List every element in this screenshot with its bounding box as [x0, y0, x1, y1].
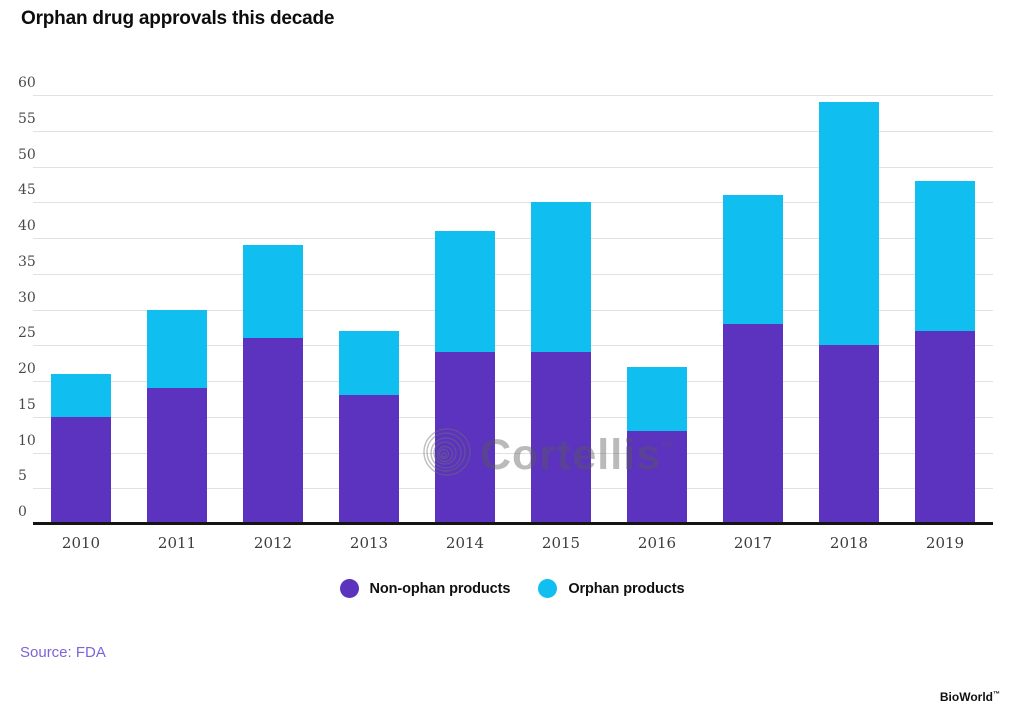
legend: Non-ophan products Orphan products — [0, 579, 1024, 598]
bar-segment-2014-orphan — [435, 230, 495, 353]
bar-segment-2012-orphan — [243, 245, 303, 339]
source-note: Source: FDA — [20, 644, 106, 661]
bar-group-2011 — [147, 309, 207, 524]
bar-segment-2013-non-ophan — [339, 395, 399, 524]
legend-item-1: Orphan products — [538, 579, 685, 598]
gridline-35 — [33, 273, 993, 275]
bar-group-2014 — [435, 230, 495, 524]
y-tick-label-30: 30 — [18, 289, 36, 306]
legend-dot-icon — [538, 579, 558, 598]
bar-segment-2010-orphan — [51, 373, 111, 417]
x-tick-label-2010: 2010 — [61, 534, 101, 552]
gridline-45 — [33, 202, 993, 204]
bar-group-2018 — [819, 102, 879, 524]
y-tick-label-20: 20 — [18, 361, 36, 377]
y-tick-label-55: 55 — [18, 110, 36, 127]
bar-segment-2012-non-ophan — [243, 338, 303, 524]
y-tick-label-45: 45 — [18, 182, 36, 199]
bar-group-2019 — [915, 180, 975, 524]
gridline-10 — [33, 452, 993, 454]
bar-segment-2014-non-ophan — [435, 352, 495, 524]
y-tick-label-25: 25 — [18, 325, 36, 342]
legend-item-0: Non-ophan products — [339, 579, 511, 598]
legend-dot-icon — [339, 579, 359, 598]
bar-group-2015 — [531, 202, 591, 524]
y-tick-label-0: 0 — [18, 504, 27, 520]
bar-segment-2018-orphan — [819, 102, 879, 346]
gridline-20 — [33, 381, 993, 382]
bar-segment-2010-non-ophan — [51, 416, 111, 524]
gridline-30 — [33, 309, 993, 311]
y-tick-label-60: 60 — [18, 75, 36, 91]
plot-area: Cortellis™ 0 5 10 15 20 25 30 35 40 45 50 55 60 — [18, 76, 993, 525]
chart-title: Orphan drug approvals this decade — [21, 8, 335, 29]
bar-group-2013 — [339, 330, 399, 524]
x-axis-labels: 2010 2011 2012 2013 2014 2015 2016 2017 2018 2019 — [33, 534, 993, 554]
gridline-5 — [33, 488, 993, 490]
bar-segment-2011-non-ophan — [147, 388, 207, 524]
x-tick-label-2014: 2014 — [445, 534, 485, 552]
bar-segment-2019-orphan — [915, 180, 975, 331]
x-tick-label-2016: 2016 — [637, 534, 677, 552]
bar-segment-2015-non-ophan — [531, 352, 591, 524]
bar-group-2010 — [51, 373, 111, 524]
x-axis-line — [33, 522, 993, 525]
y-tick-label-50: 50 — [18, 146, 36, 163]
x-tick-label-2018: 2018 — [829, 534, 869, 552]
bar-segment-2013-orphan — [339, 330, 399, 396]
gridline-40 — [33, 238, 993, 239]
y-tick-label-35: 35 — [18, 253, 36, 270]
legend-label: Orphan products — [568, 580, 685, 597]
bar-group-2016 — [627, 366, 687, 524]
bar-segment-2015-orphan — [531, 202, 591, 353]
y-tick-label-40: 40 — [18, 218, 36, 234]
bar-segment-2017-orphan — [723, 195, 783, 324]
y-tick-label-10: 10 — [18, 432, 36, 449]
bar-segment-2016-orphan — [627, 366, 687, 432]
y-tick-label-15: 15 — [18, 396, 36, 413]
bar-segment-2011-orphan — [147, 309, 207, 389]
gridline-25 — [33, 345, 993, 347]
x-tick-label-2015: 2015 — [541, 534, 581, 552]
gridline-50 — [33, 166, 993, 168]
x-tick-label-2019: 2019 — [925, 534, 965, 552]
x-tick-label-2017: 2017 — [733, 534, 773, 552]
bioworld-tm: ™ — [993, 691, 1000, 698]
bioworld-logo: BioWorld™ — [939, 690, 1000, 704]
bar-segment-2017-non-ophan — [723, 323, 783, 524]
y-tick-label-5: 5 — [18, 468, 27, 485]
x-tick-label-2012: 2012 — [253, 534, 293, 552]
gridline-15 — [33, 416, 993, 418]
bar-group-2017 — [723, 195, 783, 524]
bar-group-2012 — [243, 245, 303, 524]
x-tick-label-2011: 2011 — [157, 534, 197, 552]
bar-segment-2019-non-ophan — [915, 330, 975, 524]
gridline-60 — [33, 95, 993, 96]
bar-segment-2016-non-ophan — [627, 431, 687, 524]
gridline-55 — [33, 130, 993, 132]
bar-segment-2018-non-ophan — [819, 345, 879, 524]
x-tick-label-2013: 2013 — [349, 534, 389, 552]
legend-label: Non-ophan products — [369, 580, 511, 597]
